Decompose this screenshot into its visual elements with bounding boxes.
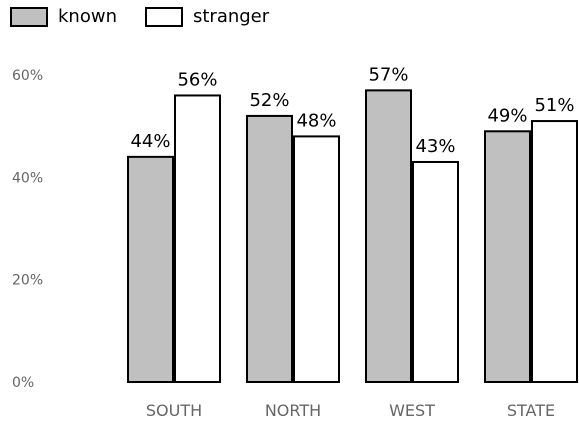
data-label-known-north: 52% [249,90,289,111]
bar-stranger-state [531,120,578,384]
x-category-label: NORTH [265,401,321,420]
bar-known-state [484,130,531,383]
data-label-stranger-state: 51% [534,95,574,116]
legend-item-known: known [10,6,117,27]
data-label-stranger-south: 56% [177,69,217,90]
data-label-known-state: 49% [487,105,527,126]
bar-stranger-west [412,160,459,383]
y-tick-label: 0% [12,375,34,391]
bar-stranger-north [293,135,340,383]
data-label-known-west: 57% [368,64,408,85]
y-tick-label: 40% [12,170,43,186]
x-category-label: STATE [507,401,555,420]
bar-known-west [365,89,412,383]
legend-swatch-known [10,6,48,27]
y-tick-label: 20% [12,273,43,289]
data-label-stranger-north: 48% [296,110,336,131]
data-label-stranger-west: 43% [415,136,455,157]
data-label-known-south: 44% [130,131,170,152]
legend-swatch-stranger [144,6,183,27]
legend-item-stranger: stranger [144,6,270,27]
legend-label-stranger: stranger [192,6,270,27]
x-category-label: SOUTH [146,401,202,420]
legend: known stranger [10,6,297,27]
x-category-label: WEST [389,401,435,420]
legend-label-known: known [58,6,117,27]
bar-known-south [127,155,174,383]
bar-stranger-south [174,94,221,383]
bar-known-north [246,114,293,384]
y-tick-label: 60% [12,68,43,84]
